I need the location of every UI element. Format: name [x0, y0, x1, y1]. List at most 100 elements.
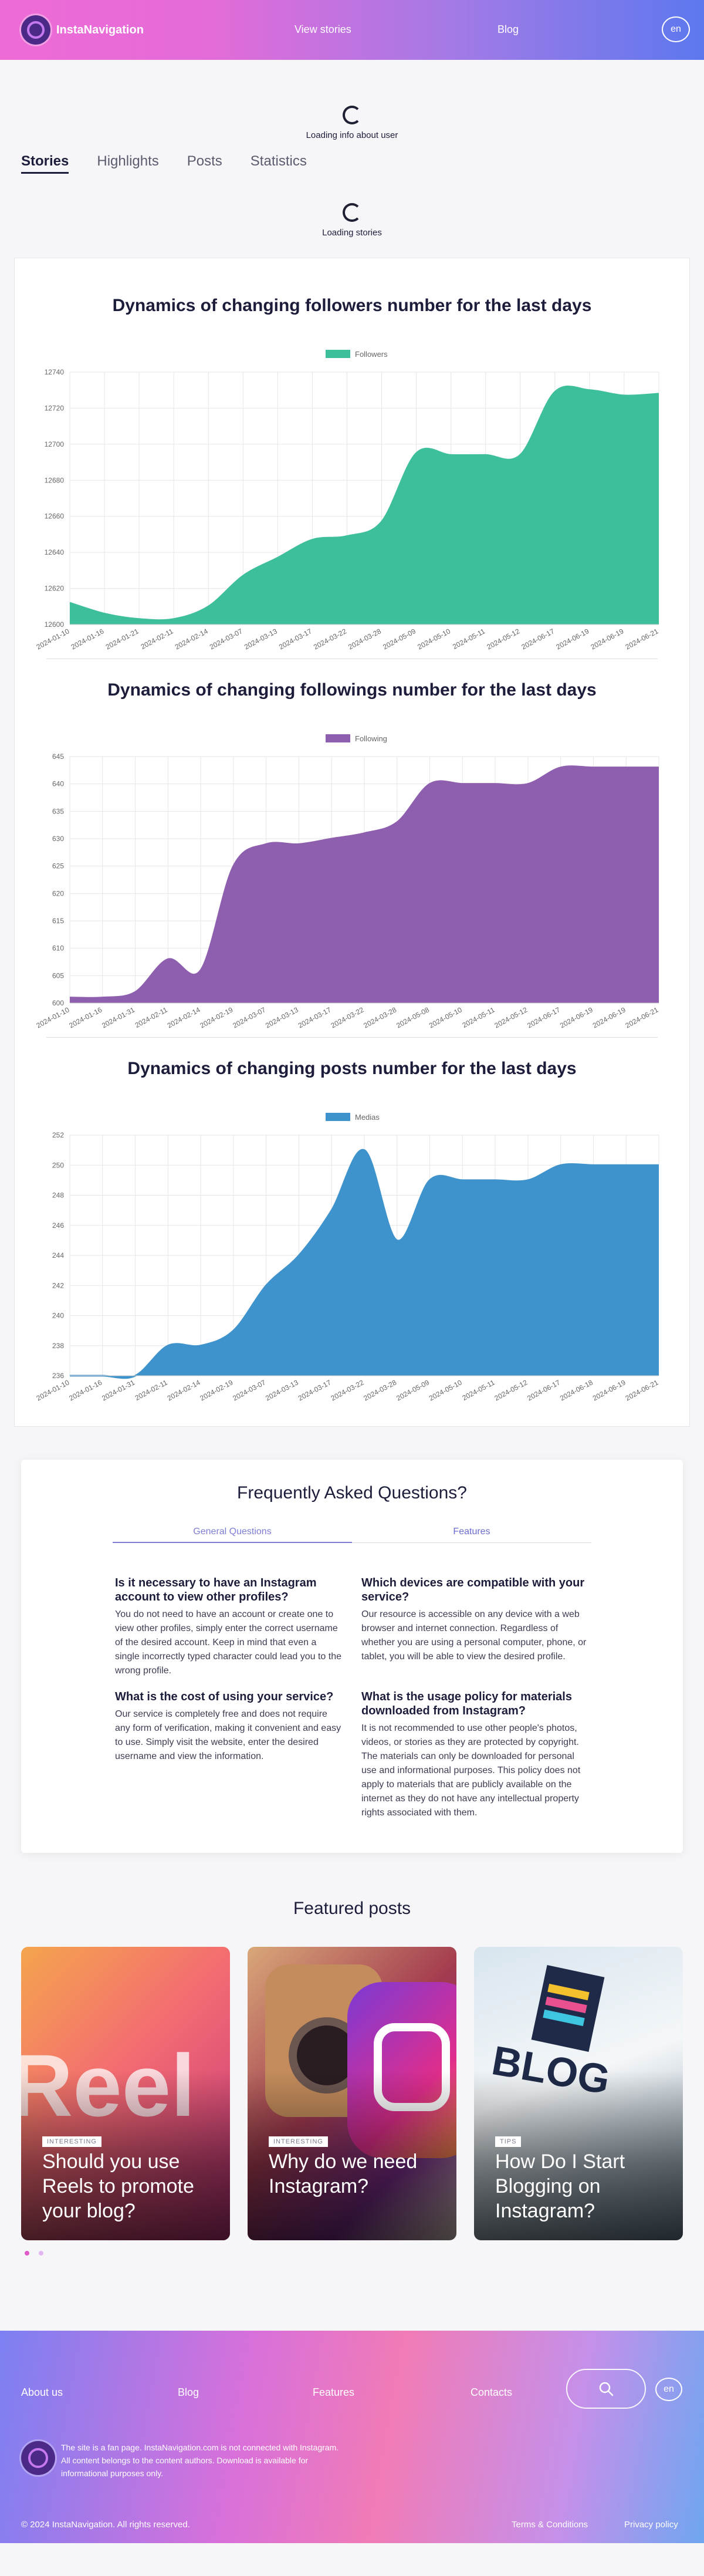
carousel-dot-active[interactable]: [25, 2251, 29, 2256]
footer-logo-icon[interactable]: [21, 2441, 55, 2475]
footer-search-button[interactable]: [566, 2369, 646, 2409]
card-tag: TIPS: [495, 2136, 522, 2147]
x-tick-label: 2024-02-14: [166, 1005, 202, 1029]
x-tick-label: 2024-06-19: [559, 1005, 594, 1029]
series-area: [70, 766, 659, 1003]
carousel-dots: [0, 2251, 704, 2256]
legend-label: Medias: [355, 1113, 380, 1122]
y-tick-label: 252: [52, 1131, 64, 1139]
x-tick-label: 2024-02-14: [166, 1378, 202, 1402]
featured-card[interactable]: BLOG TIPS How Do I Start Blogging on Ins…: [474, 1947, 683, 2240]
chart-legend: Medias: [326, 1113, 380, 1122]
x-tick-label: 2024-05-09: [395, 1378, 431, 1402]
tab-highlights[interactable]: Highlights: [97, 153, 159, 169]
followings-chart-svg: Following 600 605 610 615 620 625 630 635 640 645 2…: [35, 734, 660, 1029]
x-tick-label: 2024-05-10: [428, 1378, 463, 1402]
chart-title: Dynamics of changing followers number fo…: [112, 296, 592, 315]
faq-answer: It is not recommended to use other peopl…: [361, 1723, 581, 1818]
faq-title: Frequently Asked Questions?: [237, 1483, 467, 1503]
statistics-card: Dynamics of changing followers number fo…: [14, 258, 690, 1427]
footer-blog-link[interactable]: Blog: [178, 2386, 199, 2398]
y-tick-label: 242: [52, 1281, 64, 1289]
y-tick-label: 244: [52, 1251, 64, 1260]
legend-label: Followers: [355, 350, 388, 359]
tab-stories[interactable]: Stories: [21, 153, 69, 174]
y-tick-label: 12720: [45, 404, 65, 412]
y-tick-label: 600: [52, 999, 64, 1007]
x-tick-label: 2024-01-16: [67, 1378, 103, 1402]
faq-item: What is the usage policy for materials d…: [361, 1690, 589, 1820]
series-area: [70, 386, 659, 624]
footer-contacts-link[interactable]: Contacts: [471, 2386, 513, 2398]
chart-title: Dynamics of changing posts number for th…: [127, 1059, 577, 1078]
chart-legend: Following: [326, 734, 387, 743]
faq-item: Is it necessary to have an Instagram acc…: [115, 1576, 343, 1678]
logo-text: InstaNavigation: [56, 23, 144, 36]
legend-swatch: [326, 1113, 350, 1121]
faq-section: Frequently Asked Questions? General Ques…: [21, 1460, 683, 1853]
divider: [46, 1037, 658, 1038]
x-tick-label: 2024-03-07: [231, 1378, 267, 1402]
x-tick-label: 2024-05-11: [451, 627, 486, 651]
y-tick-label: 12700: [45, 440, 65, 448]
y-tick-label: 630: [52, 835, 64, 843]
footer-features-link[interactable]: Features: [313, 2386, 355, 2398]
faq-tab-general[interactable]: General Questions: [113, 1527, 352, 1543]
footer-about-link[interactable]: About us: [21, 2386, 63, 2398]
x-tick-label: 2024-05-10: [416, 627, 452, 651]
faq-item: What is the cost of using your service? …: [115, 1690, 343, 1820]
site-footer: About us Blog Features Contacts en The s…: [0, 2331, 704, 2543]
x-tick-label: 2024-02-14: [174, 627, 209, 651]
x-tick-label: 2024-06-19: [590, 627, 625, 651]
x-tick-label: 2024-05-08: [395, 1005, 431, 1029]
faq-question: What is the cost of using your service?: [115, 1690, 334, 1703]
x-tick-label: 2024-03-13: [243, 627, 279, 651]
y-tick-label: 635: [52, 807, 64, 815]
y-tick-label: 620: [52, 889, 64, 897]
x-tick-label: 2024-03-07: [231, 1005, 267, 1029]
y-tick-label: 615: [52, 917, 64, 925]
nav-blog[interactable]: Blog: [497, 23, 519, 35]
footer-language-switcher[interactable]: en: [655, 2378, 682, 2401]
loading-user-text: Loading info about user: [306, 130, 398, 140]
logo[interactable]: InstaNavigation: [21, 15, 144, 45]
x-tick-label: 2024-02-11: [134, 1378, 169, 1402]
faq-answer: Our service is completely free and does …: [115, 1709, 341, 1761]
y-tick-label: 248: [52, 1191, 64, 1200]
x-tick-label: 2024-05-11: [461, 1378, 496, 1402]
faq-tab-features[interactable]: Features: [352, 1527, 591, 1543]
y-tick-label: 610: [52, 944, 64, 953]
x-tick-label: 2024-03-28: [347, 627, 383, 651]
faq-question: Is it necessary to have an Instagram acc…: [115, 1576, 317, 1603]
x-tick-label: 2024-06-17: [526, 1378, 561, 1402]
loading-stories-text: Loading stories: [322, 228, 382, 238]
x-tick-label: 2024-06-21: [624, 627, 660, 651]
card-tag: INTERESTING: [42, 2136, 101, 2147]
nav-view-stories[interactable]: View stories: [295, 23, 351, 35]
spinner-icon: [343, 106, 361, 124]
y-tick-label: 236: [52, 1372, 64, 1380]
followings-chart: Dynamics of changing followings number f…: [29, 680, 675, 1035]
x-tick-label: 2024-03-17: [297, 1005, 333, 1029]
carousel-dot[interactable]: [39, 2251, 43, 2256]
y-tick-label: 12640: [45, 548, 65, 556]
y-tick-label: 645: [52, 752, 64, 761]
featured-card[interactable]: Reel INTERESTING Should you use Reels to…: [21, 1947, 230, 2240]
spinner-icon: [343, 203, 361, 222]
y-tick-label: 12600: [45, 620, 65, 629]
tab-statistics[interactable]: Statistics: [250, 153, 307, 169]
tab-posts[interactable]: Posts: [187, 153, 222, 169]
x-tick-label: 2024-03-07: [208, 627, 244, 651]
card-title: How Do I Start Blogging on Instagram?: [495, 2150, 625, 2222]
x-tick-label: 2024-01-10: [35, 627, 71, 651]
footer-privacy-link[interactable]: Privacy policy: [624, 2520, 678, 2530]
footer-copyright: © 2024 InstaNavigation. All rights reser…: [21, 2520, 190, 2530]
x-tick-label: 2024-03-13: [264, 1005, 300, 1029]
faq-answer: You do not need to have an account or cr…: [115, 1609, 341, 1676]
footer-terms-link[interactable]: Terms & Conditions: [512, 2520, 588, 2530]
x-tick-label: 2024-05-12: [493, 1005, 529, 1029]
x-tick-label: 2024-02-11: [140, 627, 175, 651]
language-switcher[interactable]: en: [662, 16, 690, 42]
x-tick-label: 2024-03-22: [330, 1378, 365, 1402]
featured-card[interactable]: INTERESTING Why do we need Instagram?: [248, 1947, 456, 2240]
